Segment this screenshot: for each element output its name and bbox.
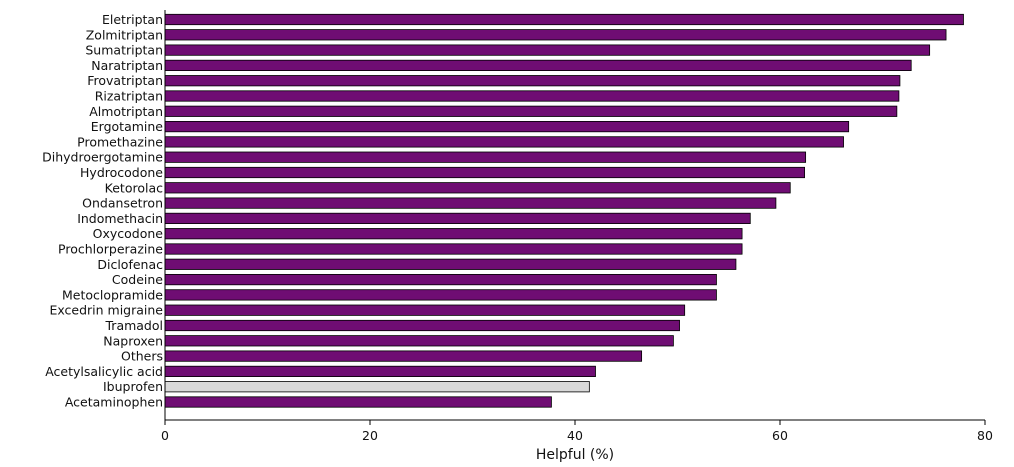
category-label: Almotriptan [89,104,163,119]
bar-sumatriptan [164,44,931,56]
bar-acetylsalicylic-acid [164,365,596,378]
category-label: Tramadol [105,318,164,333]
bar-promethazine [164,136,844,148]
category-label: Promethazine [77,134,163,149]
bar-ondansetron [164,197,777,209]
bar-diclofenac [164,258,737,270]
bars-group [164,13,964,408]
category-label: Ergotamine [91,119,164,134]
bar-others [164,350,643,362]
category-label: Ketorolac [105,180,163,195]
bar-naproxen [164,335,674,347]
category-label: Eletriptan [102,12,163,27]
category-labels: EletriptanZolmitriptanSumatriptanNaratri… [42,12,163,410]
bar-acetaminophen [164,396,552,408]
bar-dihydroergotamine [164,151,807,163]
category-label: Acetylsalicylic acid [45,364,163,379]
x-tick-label: 40 [567,428,583,443]
x-ticks-group: 0 20 40 60 80 [161,420,993,443]
category-label: Naratriptan [91,58,163,73]
bar-ibuprofen [164,381,590,393]
bar-hydrocodone [164,166,805,179]
x-axis-title: Helpful (%) [536,447,614,463]
category-label: Others [121,349,163,364]
category-label: Indomethacin [77,211,163,226]
category-label: Ibuprofen [103,379,163,394]
category-label: Diclofenac [97,257,163,272]
bar-prochlorperazine [164,243,743,255]
category-label: Metoclopramide [62,287,163,302]
category-label: Ondansetron [82,196,163,211]
category-label: Dihydroergotamine [42,150,163,165]
x-tick-label: 20 [362,428,378,443]
bar-frovatriptan [164,75,901,87]
bar-codeine [164,273,717,286]
category-label: Oxycodone [93,226,164,241]
x-tick-label: 80 [977,428,993,443]
bar-oxycodone [164,228,743,240]
bar-tramadol [164,319,680,332]
bar-zolmitriptan [164,29,947,41]
category-label: Hydrocodone [80,165,163,180]
bar-naratriptan [164,59,912,72]
category-label: Acetaminophen [65,395,163,410]
category-label: Prochlorperazine [58,242,163,257]
bar-ketorolac [164,182,791,194]
x-tick-label: 0 [161,428,169,443]
bar-excedrin-migraine [164,304,686,316]
bar-ergotamine [164,121,850,133]
category-label: Zolmitriptan [86,27,163,42]
bar-rizatriptan [164,90,900,102]
category-label: Frovatriptan [87,73,163,88]
category-label: Codeine [112,272,163,287]
category-label: Sumatriptan [85,43,163,58]
category-label: Naproxen [103,333,163,348]
category-label: Rizatriptan [95,89,163,104]
bar-eletriptan [164,13,964,26]
category-label: Excedrin migraine [49,303,163,318]
x-tick-label: 60 [772,428,788,443]
bar-almotriptan [164,105,898,117]
bar-metoclopramide [164,289,717,301]
bar-indomethacin [164,212,751,224]
